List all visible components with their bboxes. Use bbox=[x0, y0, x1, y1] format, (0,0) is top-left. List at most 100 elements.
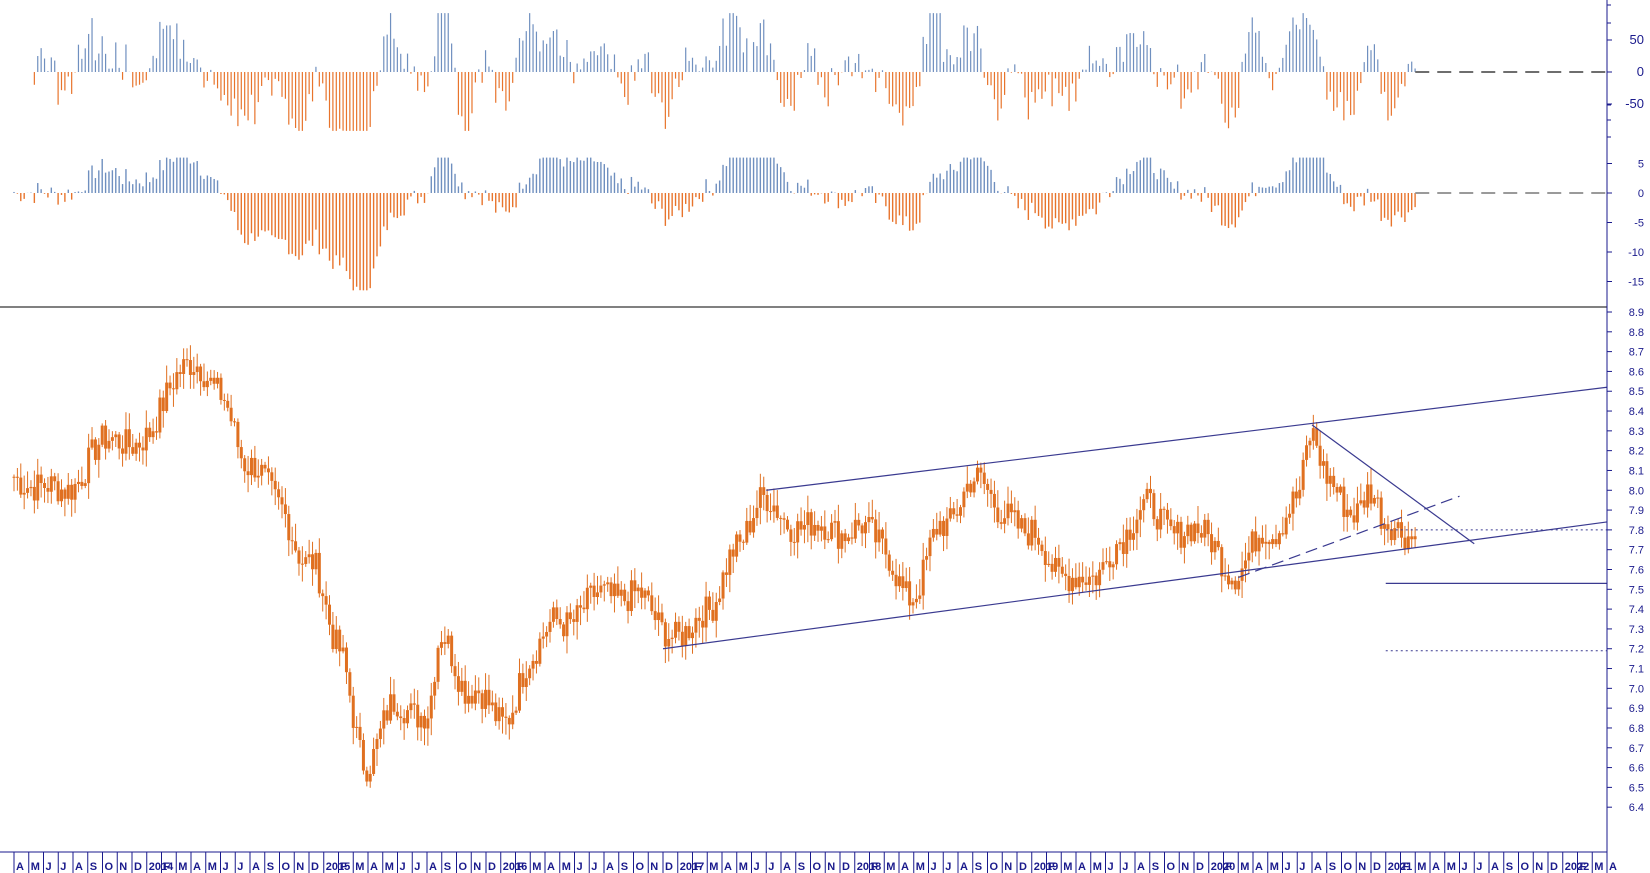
candle-body bbox=[1410, 536, 1414, 540]
candle-body bbox=[1227, 575, 1231, 585]
oscillator-2-tick-label: -10 bbox=[1628, 247, 1644, 259]
candle-body bbox=[1386, 524, 1390, 530]
candle-body bbox=[470, 695, 474, 704]
candle-body bbox=[80, 481, 84, 486]
candle-body bbox=[263, 464, 267, 469]
candle-body bbox=[1383, 524, 1387, 529]
trendline-solid bbox=[662, 521, 1608, 650]
candle-body bbox=[59, 489, 63, 502]
candle-body bbox=[1393, 528, 1397, 541]
candle-body bbox=[1362, 500, 1366, 508]
candle-body bbox=[460, 680, 464, 692]
candle-body bbox=[1040, 544, 1044, 552]
candle-body bbox=[1298, 489, 1302, 499]
candle-body bbox=[307, 554, 311, 558]
candle-body bbox=[216, 377, 220, 384]
candle-body bbox=[1301, 459, 1305, 490]
candle-body bbox=[1355, 503, 1359, 523]
candle-body bbox=[585, 587, 589, 610]
candle-body bbox=[769, 511, 773, 513]
candle-body bbox=[205, 380, 209, 388]
x-tick-label: A bbox=[16, 861, 24, 873]
candle-body bbox=[233, 421, 237, 423]
candle-body bbox=[1240, 568, 1244, 581]
candle-body bbox=[918, 595, 922, 599]
candle-body bbox=[480, 693, 484, 709]
candle-body bbox=[222, 399, 226, 401]
candle-body bbox=[1115, 544, 1119, 565]
candle-body bbox=[243, 458, 247, 472]
candle-body bbox=[253, 457, 257, 478]
x-tick-label: D bbox=[1196, 861, 1204, 873]
candle-body bbox=[1142, 499, 1146, 511]
candle-body bbox=[945, 518, 949, 536]
x-tick-label: M bbox=[916, 861, 925, 873]
candle-body bbox=[1196, 523, 1200, 534]
candle-body bbox=[487, 689, 491, 706]
candle-body bbox=[283, 504, 287, 515]
x-tick-label: J bbox=[591, 861, 597, 873]
price-tick-label: 7.3 bbox=[1629, 624, 1644, 636]
candle-body bbox=[66, 484, 70, 499]
x-tick-label: J bbox=[1285, 861, 1291, 873]
candle-body bbox=[195, 366, 199, 373]
candle-body bbox=[999, 522, 1003, 524]
candle-body bbox=[429, 695, 433, 719]
x-tick-label: F bbox=[1226, 861, 1233, 873]
candle-body bbox=[29, 486, 33, 489]
candle-body bbox=[633, 580, 637, 592]
candle-body bbox=[667, 638, 671, 647]
candle-body bbox=[1169, 519, 1173, 527]
candle-body bbox=[646, 590, 650, 596]
oscillator-2-tick-label: -5 bbox=[1634, 218, 1644, 230]
candle-body bbox=[300, 563, 304, 565]
candle-body bbox=[680, 631, 684, 646]
candle-body bbox=[1067, 575, 1071, 592]
x-tick-label: A bbox=[1255, 861, 1263, 873]
x-tick-label: F bbox=[341, 861, 348, 873]
x-tick-label: S bbox=[444, 861, 451, 873]
candle-body bbox=[711, 609, 715, 621]
candle-body bbox=[799, 521, 803, 530]
candle-body bbox=[1121, 542, 1125, 554]
x-tick-label: F bbox=[164, 861, 171, 873]
candle-body bbox=[1223, 575, 1227, 577]
candle-body bbox=[914, 598, 918, 603]
x-tick-label: F bbox=[1580, 861, 1587, 873]
x-tick-label: 2019 bbox=[1034, 861, 1058, 873]
candle-body bbox=[63, 489, 67, 499]
candle-body bbox=[877, 529, 881, 543]
x-tick-label: M bbox=[355, 861, 364, 873]
x-tick-label: A bbox=[1609, 861, 1617, 873]
candle-body bbox=[314, 552, 318, 570]
candle-body bbox=[229, 407, 233, 422]
candle-body bbox=[955, 514, 959, 516]
candle-body bbox=[165, 382, 169, 412]
candle-body bbox=[1376, 497, 1380, 499]
candle-body bbox=[772, 505, 776, 512]
candle-body bbox=[1203, 519, 1207, 538]
price-tick-label: 7.0 bbox=[1629, 683, 1644, 695]
x-tick-label: M bbox=[1270, 861, 1279, 873]
candle-body bbox=[1138, 510, 1142, 520]
candle-body bbox=[1379, 497, 1383, 529]
candle-body bbox=[504, 716, 508, 718]
candle-body bbox=[728, 549, 732, 575]
candle-body bbox=[874, 519, 878, 543]
oscillator-2-tick-label: -15 bbox=[1628, 277, 1644, 289]
candle-body bbox=[897, 576, 901, 587]
candle-body bbox=[1193, 523, 1197, 542]
candle-body bbox=[1125, 529, 1129, 554]
candle-body bbox=[270, 472, 274, 481]
candle-body bbox=[826, 539, 830, 541]
candle-body bbox=[809, 512, 813, 536]
x-tick-label: A bbox=[1491, 861, 1499, 873]
candle-body bbox=[551, 607, 555, 622]
candle-body bbox=[1057, 557, 1061, 567]
candle-body bbox=[178, 372, 182, 374]
candle-body bbox=[640, 587, 644, 598]
candle-body bbox=[735, 534, 739, 557]
candle-body bbox=[226, 400, 230, 408]
candle-body bbox=[748, 520, 752, 533]
